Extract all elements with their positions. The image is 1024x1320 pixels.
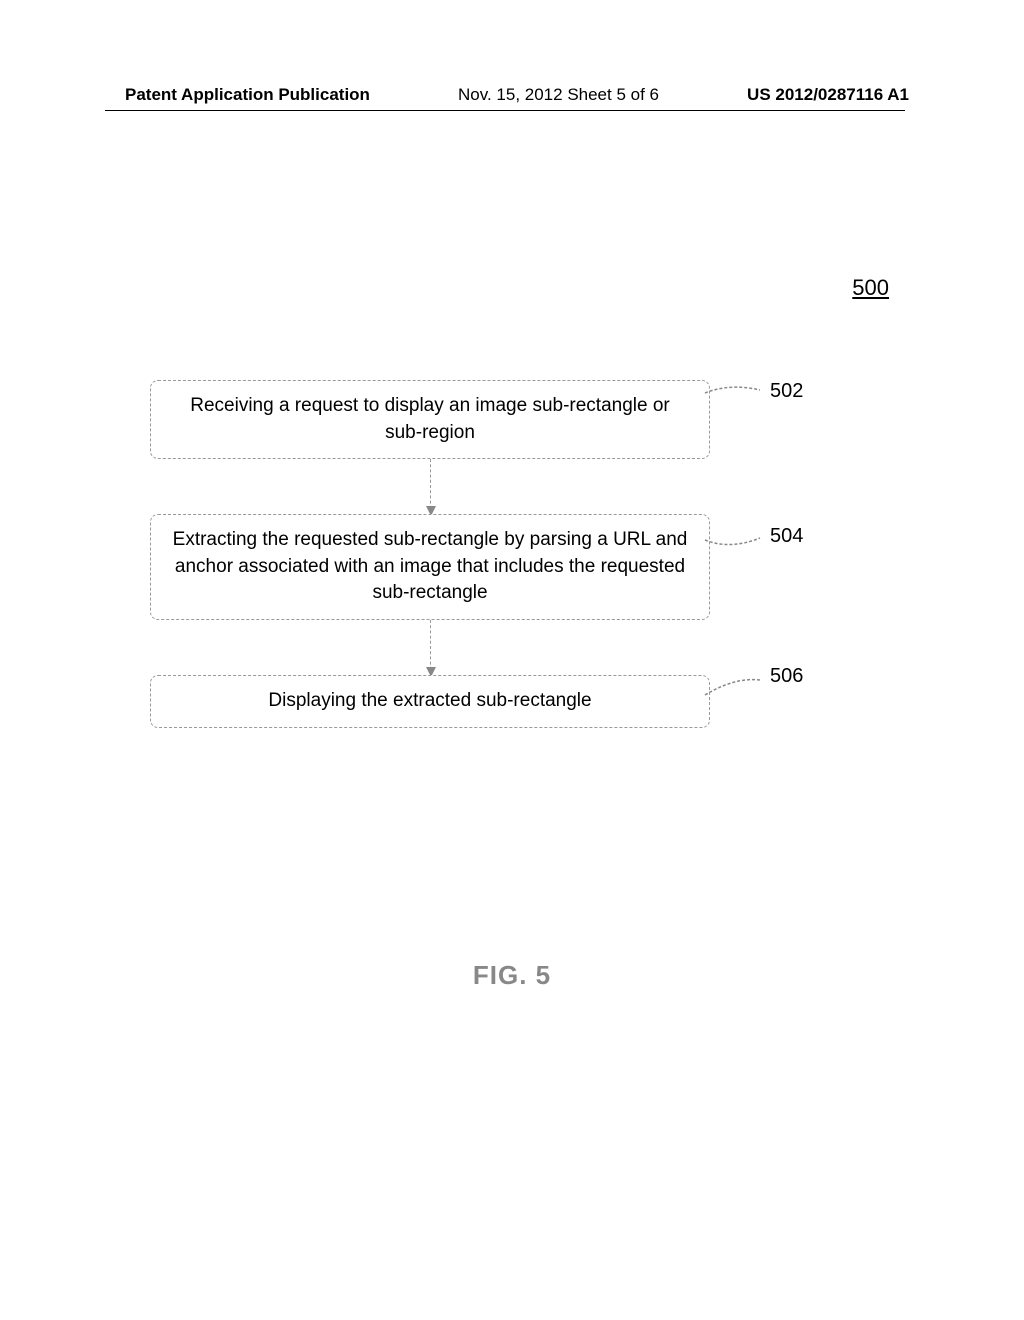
flow-step-text: Receiving a request to display an image … [190, 395, 670, 443]
header-divider [105, 110, 905, 111]
flow-arrow [430, 459, 431, 514]
callout-label-506: 506 [770, 665, 803, 688]
flow-step-502: Receiving a request to display an image … [150, 380, 710, 459]
callout-label-504: 504 [770, 525, 803, 548]
header-publication: Patent Application Publication [125, 85, 370, 105]
flowchart: Receiving a request to display an image … [150, 380, 710, 728]
header-patent-number: US 2012/0287116 A1 [747, 85, 909, 105]
figure-label: FIG. 5 [0, 960, 1024, 991]
page-header: Patent Application Publication Nov. 15, … [0, 85, 1024, 105]
callout-connector-504 [700, 530, 770, 560]
header-date-sheet: Nov. 15, 2012 Sheet 5 of 6 [458, 85, 659, 105]
flow-step-text: Extracting the requested sub-rectangle b… [173, 529, 688, 603]
callout-connector-506 [700, 675, 770, 710]
flow-step-text: Displaying the extracted sub-rectangle [268, 690, 591, 711]
flow-step-506: Displaying the extracted sub-rectangle [150, 675, 710, 728]
flow-step-504: Extracting the requested sub-rectangle b… [150, 514, 710, 620]
figure-reference-number: 500 [852, 275, 889, 301]
callout-connector-502 [700, 378, 770, 408]
callout-label-502: 502 [770, 380, 803, 403]
flow-arrow [430, 620, 431, 675]
